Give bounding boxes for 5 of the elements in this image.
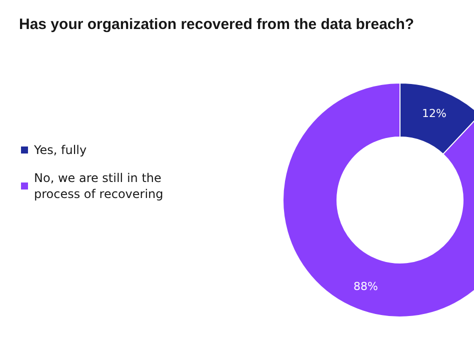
legend-label: Yes, fully — [33, 143, 87, 157]
chart-title: Has your organization recovered from the data breach? — [19, 16, 414, 33]
data-label: 12% — [422, 107, 446, 120]
legend-label: No, we are still in the process of recovering — [34, 171, 166, 201]
data-label: 88% — [354, 280, 378, 293]
